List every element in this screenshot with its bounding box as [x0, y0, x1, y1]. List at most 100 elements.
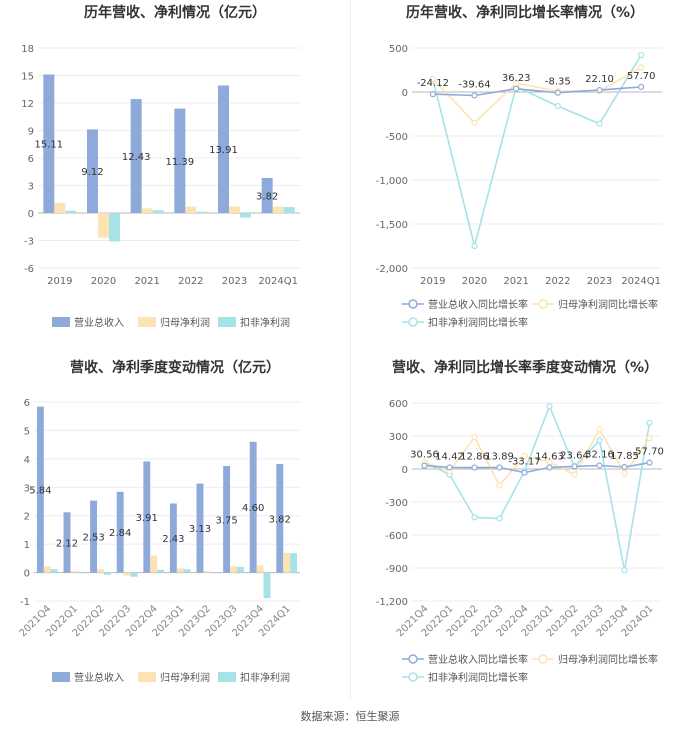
bar [54, 202, 66, 213]
bar [263, 572, 271, 599]
data-label: 14.42 [435, 451, 464, 462]
bar [283, 552, 291, 573]
data-point [471, 92, 478, 99]
bar [50, 569, 58, 573]
data-point [546, 464, 553, 471]
y-tick-label: 0 [24, 569, 30, 580]
legend-label: 扣非净利润同比增长率 [428, 671, 528, 684]
chart-title: 历年营收、净利情况（亿元） [84, 5, 266, 21]
legend-marker [408, 299, 418, 309]
legend-marker [538, 299, 548, 309]
legend-label: 归母净利润同比增长率 [558, 298, 658, 311]
data-point [429, 75, 436, 82]
data-point [496, 464, 503, 471]
y-tick-label: 0 [28, 209, 34, 220]
data-label: 17.85 [610, 451, 639, 462]
x-tick-label: 2019 [47, 276, 72, 287]
y-tick-label: 1 [24, 540, 30, 551]
bar [143, 461, 151, 573]
bar [130, 572, 138, 577]
y-tick-label: 5 [24, 426, 30, 437]
data-point [496, 482, 503, 489]
data-point [646, 435, 653, 442]
data-source: 数据来源：恒生聚源 [300, 710, 400, 723]
data-label: 2.84 [109, 528, 131, 539]
data-point [646, 419, 653, 426]
bar [43, 566, 51, 573]
legend-swatch [138, 317, 156, 327]
series-line [432, 54, 642, 247]
legend-swatch [52, 672, 70, 682]
legend-swatch [138, 672, 156, 682]
x-tick-label: 2022 [178, 276, 203, 287]
chart-title: 营收、净利季度变动情况（亿元） [70, 360, 280, 376]
data-label: 11.39 [166, 157, 195, 168]
data-point [429, 91, 436, 98]
annual-revenue-profit-panel: 历年营收、净利情况（亿元） -6 -3 0 3 6 9 12 15 18 15.11 2019 9.1… [0, 0, 350, 350]
series-line [432, 86, 642, 97]
bar [152, 210, 164, 213]
data-point [596, 462, 603, 469]
bar [256, 565, 264, 573]
data-point [621, 567, 628, 574]
data-label: 9.12 [81, 167, 103, 178]
x-tick-label: 2020 [462, 276, 487, 287]
y-tick-label: -1,200 [376, 597, 408, 608]
data-point [646, 459, 653, 466]
quarterly-revenue-profit-panel: 营收、净利季度变动情况（亿元） -1 0 1 2 3 4 5 6 5.84 2021Q4 2.12 2… [0, 355, 350, 705]
data-label: 3.91 [136, 513, 158, 524]
y-tick-label: -3 [24, 237, 34, 248]
data-point [471, 119, 478, 126]
bar [174, 108, 186, 213]
bar [272, 206, 284, 213]
bar [169, 503, 177, 573]
data-label: 22.10 [585, 74, 614, 85]
bar [43, 74, 55, 213]
bar [157, 569, 165, 573]
data-label: 2.43 [162, 534, 184, 545]
data-label: 36.23 [502, 73, 531, 84]
data-label: 14.63 [535, 451, 564, 462]
x-tick-label: 2020 [91, 276, 116, 287]
data-label: 3.82 [256, 191, 278, 202]
data-point [421, 462, 428, 469]
legend-label: 营业总收入 [74, 316, 124, 329]
bar [283, 207, 295, 213]
bar [65, 210, 77, 213]
quarterly-revenue-profit-chart: -101234565.842021Q42.122022Q12.532022Q22… [18, 398, 300, 684]
legend-label: 归母净利润 [160, 671, 210, 684]
data-label: 13.91 [209, 145, 238, 156]
data-point [546, 403, 553, 410]
y-tick-label: 6 [24, 398, 30, 409]
x-tick-label: 2023 [222, 276, 247, 287]
y-tick-label: 3 [24, 483, 30, 494]
bar [218, 85, 229, 213]
x-tick-label: 2021 [503, 276, 528, 287]
bar [210, 572, 218, 573]
data-label: 12.86 [460, 452, 489, 463]
chart-title: 营收、净利同比增长率季度变动情况（%） [391, 360, 659, 376]
series-line [424, 461, 650, 474]
data-label: -33.17 [508, 457, 540, 468]
bar [230, 566, 237, 573]
legend-marker [408, 654, 418, 664]
x-tick-label: 2024Q1 [621, 276, 661, 287]
bar [185, 206, 197, 213]
y-tick-label: 500 [389, 44, 408, 55]
legend-swatch [218, 672, 236, 682]
data-point [471, 242, 478, 250]
legend-marker [408, 672, 418, 682]
data-point [471, 464, 478, 471]
bar [196, 483, 204, 573]
annual-growth-panel: 历年营收、净利同比增长率情况（%） -2,000 -1,500 -1,000 -500… [350, 0, 700, 350]
y-tick-label: 6 [28, 154, 34, 165]
data-point [554, 89, 561, 96]
bar [70, 571, 78, 573]
data-point [513, 80, 520, 87]
legend-label: 营业总收入同比增长率 [428, 653, 528, 666]
y-tick-label: 300 [389, 432, 408, 443]
bar [87, 129, 98, 213]
bar [36, 406, 44, 573]
data-label: 2.53 [82, 533, 104, 544]
data-point [554, 102, 561, 110]
